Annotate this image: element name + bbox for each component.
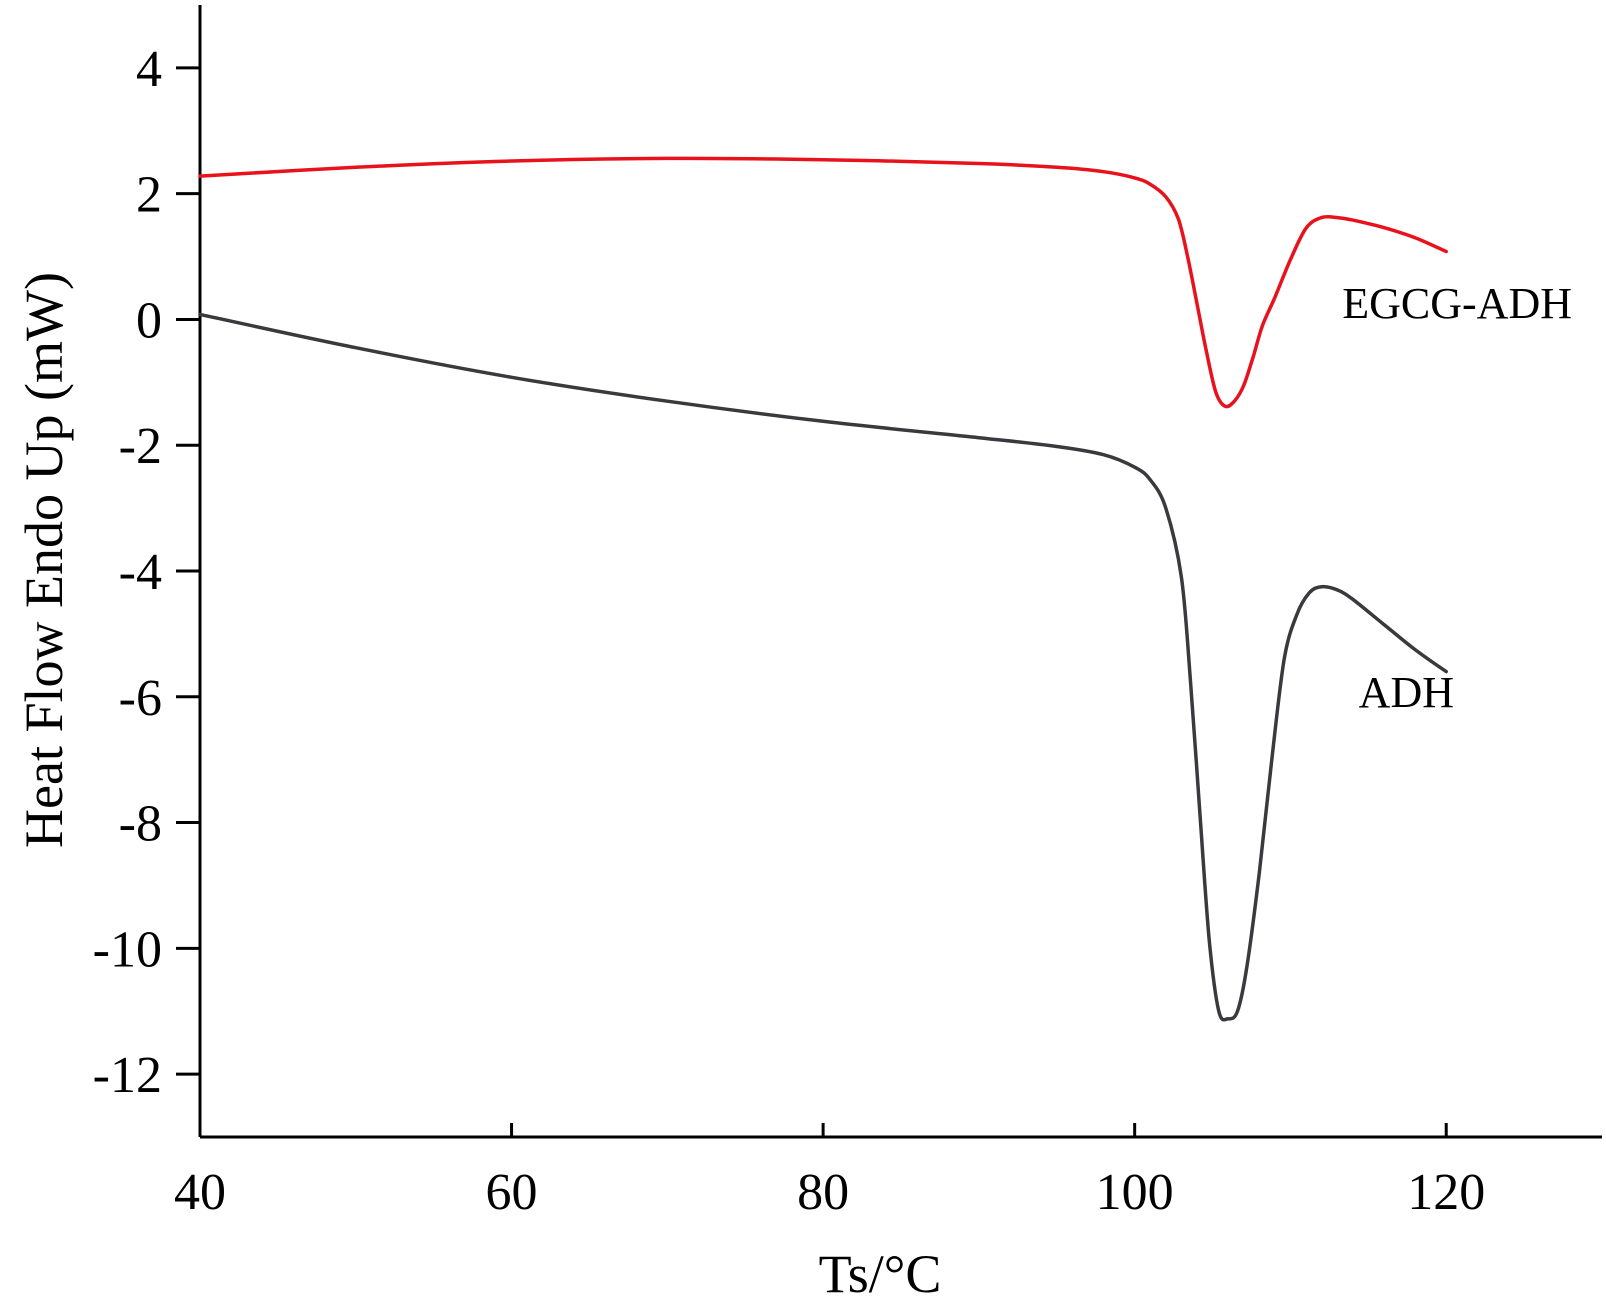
y-tick-label: -6 [119, 670, 162, 727]
y-tick-label: 4 [136, 41, 162, 98]
x-axis-title: Ts/°C [819, 1244, 942, 1304]
axes [198, 5, 1602, 1139]
x-tick-label: 40 [174, 1164, 226, 1221]
y-tick-label: -8 [119, 796, 162, 853]
ticks: 40 60 80 100 120 4 2 0 -2 -4 -6 -8 -10 -12 [93, 41, 1486, 1221]
series-layer: EGCG-ADH ADH [198, 156, 1572, 1022]
x-tick-label: 80 [797, 1164, 849, 1221]
series-line-adh [198, 312, 1448, 1022]
y-tick-label: -10 [93, 921, 162, 978]
y-tick-label: 2 [136, 167, 162, 224]
x-tick-label: 120 [1407, 1164, 1485, 1221]
x-tick-label: 60 [486, 1164, 538, 1221]
y-tick-label: -12 [93, 1047, 162, 1104]
y-tick-label: -2 [119, 418, 162, 475]
y-tick-label: -4 [119, 544, 162, 601]
series-label-egcg-adh: EGCG-ADH [1342, 279, 1572, 328]
series-line-egcg-adh [198, 156, 1448, 409]
y-axis-title: Heat Flow Endo Up (mW) [14, 272, 74, 848]
y-tick-label: 0 [136, 292, 162, 349]
x-tick-label: 100 [1096, 1164, 1174, 1221]
series-label-adh: ADH [1359, 668, 1454, 717]
